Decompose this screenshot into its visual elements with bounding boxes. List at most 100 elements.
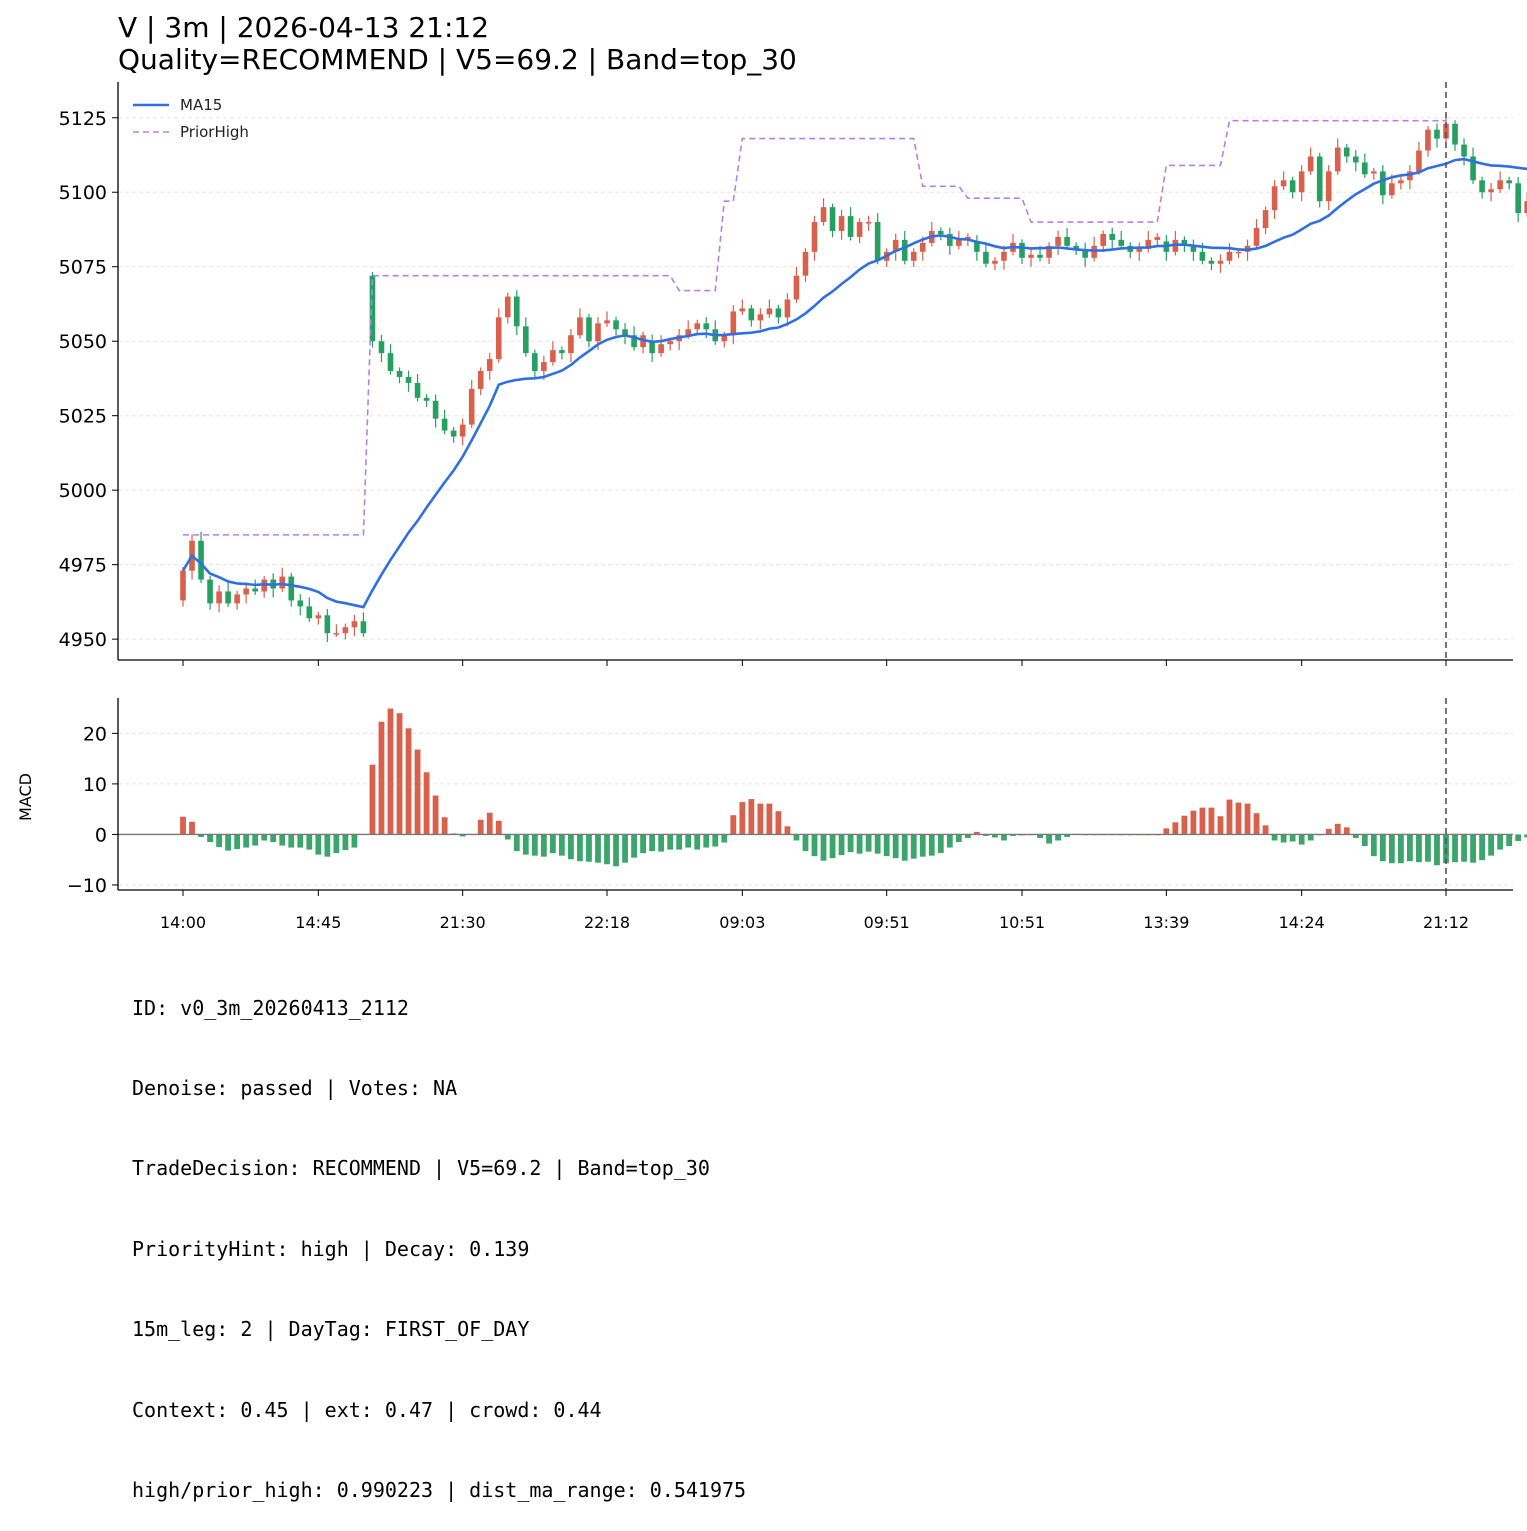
macd-bar	[333, 834, 340, 854]
macd-bar	[820, 834, 827, 861]
macd-bar	[1226, 799, 1233, 835]
candle-body	[856, 222, 863, 237]
macd-bar	[793, 834, 800, 841]
candle-body	[333, 633, 340, 635]
macd-bar	[288, 834, 295, 848]
x-tick-label: 14:24	[1279, 913, 1325, 932]
candle-body	[288, 576, 295, 601]
candle-body	[1479, 180, 1485, 193]
candle-body	[1253, 227, 1260, 246]
candle-body	[441, 418, 448, 431]
candle-body	[1524, 201, 1527, 214]
macd-bar	[1190, 810, 1197, 835]
macd-bar	[1199, 807, 1206, 835]
macd-bar	[540, 834, 547, 857]
candle-body	[360, 621, 367, 634]
macd-bar	[495, 820, 502, 835]
candle-body	[513, 296, 520, 327]
macd-bar	[306, 834, 313, 850]
candle-body	[730, 311, 737, 336]
macd-bar	[342, 834, 349, 851]
candle-body	[956, 239, 962, 246]
ma15-line	[181, 157, 1527, 609]
candle-body	[974, 241, 980, 252]
macd-bar	[1037, 834, 1043, 838]
candle-body	[486, 359, 493, 371]
macd-bar	[712, 834, 719, 847]
macd-bar	[225, 834, 232, 851]
candle-body	[874, 222, 881, 261]
candle-body	[180, 570, 186, 601]
info-line-leg: 15m_leg: 2 | DayTag: FIRST_OF_DAY	[132, 1317, 530, 1342]
price-y-tick-label: 5000	[59, 480, 107, 502]
candle-body	[865, 222, 872, 224]
price-y-tick-label: 5025	[59, 406, 107, 428]
price-y-tick-label: 5075	[59, 257, 107, 279]
macd-bar	[387, 708, 394, 835]
candle-body	[919, 242, 926, 252]
price-y-tick-label: 5125	[59, 108, 107, 130]
macd-bar	[486, 812, 493, 835]
macd-bar	[892, 834, 899, 859]
candle-body	[793, 275, 800, 300]
candle-body	[1271, 186, 1278, 211]
macd-bar	[1524, 834, 1527, 838]
candle-body	[1416, 150, 1422, 172]
candle-body	[1289, 180, 1296, 193]
info-line-context: Context: 0.45 | ext: 0.47 | crowd: 0.44	[132, 1397, 602, 1422]
macd-bar	[829, 834, 836, 859]
candle-body	[820, 207, 827, 223]
candle-body	[811, 222, 818, 252]
candle-body	[1515, 183, 1521, 214]
candle-body	[1136, 248, 1143, 252]
candle-body	[423, 397, 430, 401]
macd-bar	[676, 834, 683, 850]
candle-body	[1343, 147, 1350, 157]
candle-body	[721, 335, 728, 342]
macd-bar	[1325, 828, 1332, 835]
candle-body	[1488, 189, 1494, 193]
macd-bar	[739, 802, 746, 835]
x-axis: 14:00 14:45 21:30 22:18 09:03 09:51 10:51 13:39…	[160, 82, 1469, 932]
candle-body	[1145, 239, 1152, 249]
macd-bar	[252, 834, 259, 846]
macd-bar	[261, 834, 268, 841]
macd-bar	[1434, 834, 1440, 866]
info-line-ratios: high/prior_high: 0.990223 | dist_ma_rang…	[132, 1477, 747, 1502]
macd-bar	[180, 816, 186, 835]
candle-body	[685, 329, 691, 336]
macd-bar	[983, 834, 989, 836]
candle-body	[1154, 236, 1161, 240]
candle-body	[532, 353, 538, 371]
macd-bar	[1506, 834, 1513, 847]
candle-body	[1470, 156, 1476, 181]
candle-body	[1506, 180, 1512, 184]
x-tick-label: 13:39	[1143, 913, 1189, 932]
candle-body	[992, 260, 998, 264]
macd-bar	[297, 834, 304, 848]
macd-bar	[405, 728, 412, 835]
macd-y-axis-label: MACD	[16, 773, 35, 821]
candle-body	[613, 320, 619, 330]
macd-bar	[919, 834, 926, 857]
candle-body	[369, 275, 376, 342]
candle-body	[1452, 123, 1458, 145]
candle-body	[1109, 233, 1116, 240]
macd-bar	[811, 834, 818, 857]
macd-bar	[1001, 834, 1007, 841]
candle-body	[1046, 245, 1052, 258]
macd-bar	[243, 834, 250, 848]
candle-body	[550, 350, 556, 363]
macd-bar	[721, 834, 728, 843]
candle-body	[1497, 180, 1503, 190]
candle-body	[1190, 245, 1197, 252]
candle-body	[1398, 180, 1404, 184]
macd-bar	[757, 803, 764, 835]
candle-body	[910, 251, 917, 261]
macd-bar	[946, 834, 953, 848]
macd-bar	[595, 834, 601, 863]
candle-body	[504, 296, 511, 318]
candle-body	[297, 600, 304, 607]
macd-y-tick-label: 10	[83, 774, 107, 796]
macd-y-tick-label: −10	[67, 875, 107, 897]
